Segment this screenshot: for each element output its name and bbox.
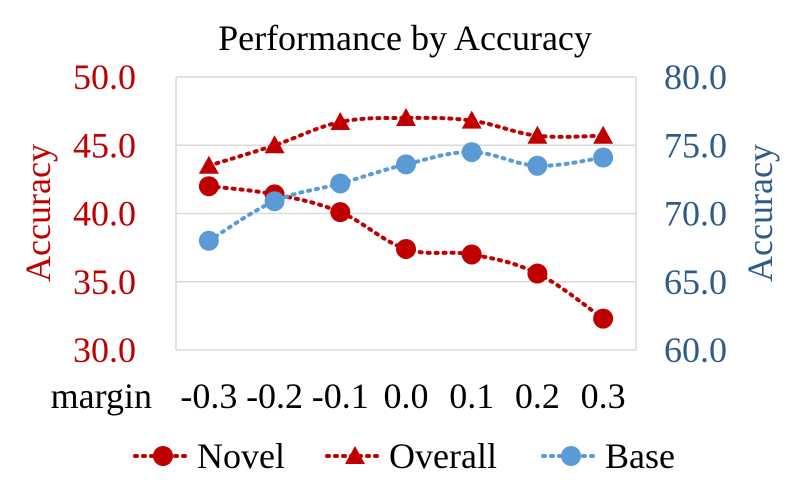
- series-overall: [198, 107, 614, 174]
- point-base: [198, 230, 219, 251]
- point-novel: [330, 202, 351, 223]
- point-base: [330, 173, 351, 194]
- y-right-tick-label: 80.0: [664, 57, 727, 97]
- point-overall: [593, 125, 614, 144]
- legend-item-base: Base: [541, 436, 675, 476]
- chart-title: Performance by Accuracy: [218, 18, 592, 58]
- point-novel: [527, 263, 548, 284]
- y-left-tick-label: 45.0: [73, 125, 136, 165]
- y-right-tick-label: 65.0: [664, 262, 727, 302]
- point-overall: [330, 112, 351, 131]
- y-left-tick-label: 35.0: [73, 262, 136, 302]
- point-base: [396, 154, 416, 175]
- series-novel: [198, 176, 614, 329]
- point-overall: [198, 155, 219, 174]
- legend-item-novel: Novel: [133, 436, 285, 476]
- x-tick-label: 0.0: [384, 376, 429, 416]
- y-left-tick-label: 30.0: [73, 330, 136, 370]
- point-novel: [198, 176, 219, 197]
- legend-label-novel: Novel: [197, 436, 285, 476]
- x-axis-label: margin: [51, 376, 152, 416]
- x-tick-label: 0.1: [449, 376, 494, 416]
- y-left-tick-label: 50.0: [73, 57, 136, 97]
- y-axis-right: 60.0 65.0 70.0 75.0 80.0: [664, 57, 727, 370]
- x-axis: margin -0.3 -0.2 -0.1 0.0 0.1 0.2 0.3: [51, 376, 626, 416]
- point-overall: [264, 135, 285, 154]
- point-overall: [527, 125, 548, 144]
- point-overall: [396, 107, 416, 126]
- point-novel: [461, 244, 482, 265]
- x-tick-label: -0.1: [312, 376, 369, 416]
- legend: Novel Overall Base: [133, 436, 675, 476]
- x-tick-label: -0.2: [246, 376, 303, 416]
- legend-label-base: Base: [605, 436, 675, 476]
- point-base: [264, 191, 285, 212]
- x-tick-label: -0.3: [180, 376, 237, 416]
- series-layer: [198, 107, 614, 329]
- point-novel: [593, 308, 614, 329]
- y-axis-left: 30.0 35.0 40.0 45.0 50.0: [73, 57, 136, 370]
- legend-marker-base: [561, 446, 581, 466]
- y-left-tick-label: 40.0: [73, 194, 136, 234]
- point-overall: [461, 110, 482, 129]
- x-tick-label: 0.2: [515, 376, 560, 416]
- legend-item-overall: Overall: [325, 436, 497, 476]
- y-right-tick-label: 60.0: [664, 330, 727, 370]
- y-right-tick-label: 75.0: [664, 125, 727, 165]
- legend-marker-overall: [345, 446, 365, 464]
- point-base: [461, 142, 482, 163]
- series-base: [198, 142, 614, 251]
- y-axis-right-label: Accuracy: [740, 144, 780, 282]
- legend-label-overall: Overall: [389, 436, 497, 476]
- x-tick-label: 0.3: [581, 376, 626, 416]
- point-base: [527, 155, 548, 176]
- point-novel: [396, 238, 416, 259]
- legend-marker-novel: [153, 446, 173, 466]
- point-base: [593, 147, 614, 168]
- y-right-tick-label: 70.0: [664, 194, 727, 234]
- y-axis-left-label: Accuracy: [18, 144, 58, 282]
